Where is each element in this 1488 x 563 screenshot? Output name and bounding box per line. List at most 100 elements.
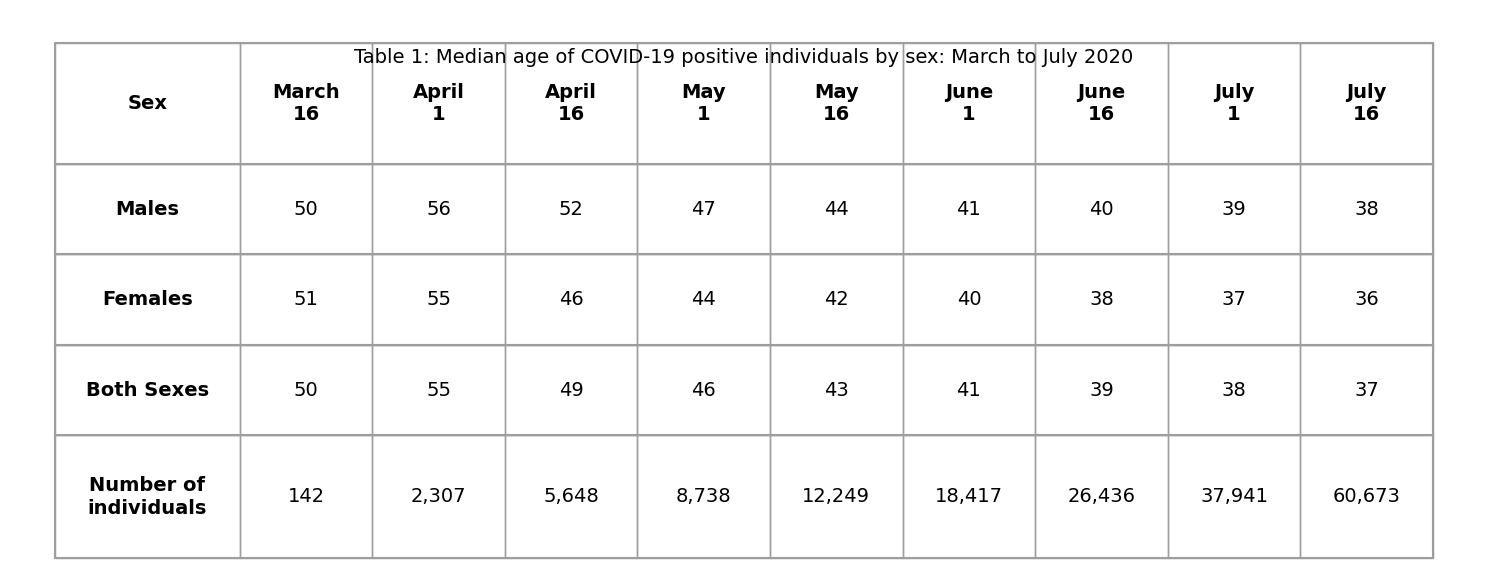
Bar (769, 345, 903, 435)
Bar (1168, 435, 1301, 558)
Bar (769, 164, 903, 254)
Bar (903, 254, 1036, 345)
Text: Sex: Sex (128, 94, 167, 113)
Text: March
16: March 16 (272, 83, 339, 124)
Text: 38: 38 (1222, 381, 1247, 400)
Bar (903, 345, 1036, 435)
Bar (1301, 345, 1433, 435)
Bar (637, 254, 769, 345)
Text: 44: 44 (692, 291, 716, 309)
Bar (637, 43, 769, 164)
Text: 41: 41 (957, 200, 981, 219)
Bar (240, 254, 372, 345)
Bar (372, 345, 504, 435)
Text: April
1: April 1 (412, 83, 464, 124)
Bar (372, 43, 504, 164)
Text: 52: 52 (558, 200, 583, 219)
Text: 43: 43 (824, 381, 848, 400)
Text: July
16: July 16 (1347, 83, 1387, 124)
Bar (1036, 164, 1168, 254)
Bar (240, 43, 372, 164)
Bar (240, 345, 372, 435)
Text: 40: 40 (1089, 200, 1115, 219)
Text: 39: 39 (1222, 200, 1247, 219)
Text: 2,307: 2,307 (411, 487, 466, 506)
Bar (1168, 43, 1301, 164)
Text: 37: 37 (1222, 291, 1247, 309)
Text: 41: 41 (957, 381, 981, 400)
Bar (504, 254, 637, 345)
Text: June
16: June 16 (1077, 83, 1125, 124)
Text: 142: 142 (287, 487, 324, 506)
Text: 60,673: 60,673 (1333, 487, 1400, 506)
Bar (637, 345, 769, 435)
Text: 26,436: 26,436 (1067, 487, 1135, 506)
Bar (55, 435, 240, 558)
Text: May
1: May 1 (682, 83, 726, 124)
Bar (769, 435, 903, 558)
Text: 46: 46 (692, 381, 716, 400)
Text: July
1: July 1 (1214, 83, 1254, 124)
Text: Table 1: Median age of COVID-19 positive individuals by sex: March to July 2020: Table 1: Median age of COVID-19 positive… (354, 48, 1134, 67)
Text: 55: 55 (426, 291, 451, 309)
Text: 47: 47 (692, 200, 716, 219)
Text: 56: 56 (426, 200, 451, 219)
Text: 39: 39 (1089, 381, 1115, 400)
Bar (55, 254, 240, 345)
Text: Males: Males (116, 200, 180, 219)
Text: Both Sexes: Both Sexes (86, 381, 208, 400)
Text: April
16: April 16 (545, 83, 597, 124)
Text: 5,648: 5,648 (543, 487, 600, 506)
Bar (240, 435, 372, 558)
Bar (637, 435, 769, 558)
Text: Number of
individuals: Number of individuals (88, 476, 207, 517)
Bar (903, 435, 1036, 558)
Text: 38: 38 (1354, 200, 1379, 219)
Text: 8,738: 8,738 (676, 487, 732, 506)
Text: 37: 37 (1354, 381, 1379, 400)
Text: Females: Females (103, 291, 193, 309)
Bar (372, 435, 504, 558)
Text: 49: 49 (559, 381, 583, 400)
Bar (1301, 164, 1433, 254)
Bar (1036, 435, 1168, 558)
Bar (1168, 345, 1301, 435)
Bar (504, 345, 637, 435)
Bar (504, 164, 637, 254)
Bar (903, 164, 1036, 254)
Text: 51: 51 (293, 291, 318, 309)
Bar (55, 345, 240, 435)
Bar (240, 164, 372, 254)
Bar (1301, 435, 1433, 558)
Bar (1168, 164, 1301, 254)
Text: 36: 36 (1354, 291, 1379, 309)
Bar (1036, 345, 1168, 435)
Text: 40: 40 (957, 291, 981, 309)
Bar (1301, 254, 1433, 345)
Bar (1036, 43, 1168, 164)
Bar (637, 164, 769, 254)
Text: 55: 55 (426, 381, 451, 400)
Bar (903, 43, 1036, 164)
Text: 12,249: 12,249 (802, 487, 870, 506)
Bar (55, 164, 240, 254)
Bar (769, 254, 903, 345)
Text: 18,417: 18,417 (934, 487, 1003, 506)
Text: May
16: May 16 (814, 83, 859, 124)
Text: 38: 38 (1089, 291, 1115, 309)
Bar (1168, 254, 1301, 345)
Bar (504, 43, 637, 164)
Bar (372, 254, 504, 345)
Bar (55, 43, 240, 164)
Text: 44: 44 (824, 200, 848, 219)
Text: June
1: June 1 (945, 83, 992, 124)
Text: 50: 50 (293, 200, 318, 219)
Bar (504, 435, 637, 558)
Bar (769, 43, 903, 164)
Bar (1036, 254, 1168, 345)
Text: 50: 50 (293, 381, 318, 400)
Text: 46: 46 (559, 291, 583, 309)
Bar (1301, 43, 1433, 164)
Text: 37,941: 37,941 (1201, 487, 1268, 506)
Bar (372, 164, 504, 254)
